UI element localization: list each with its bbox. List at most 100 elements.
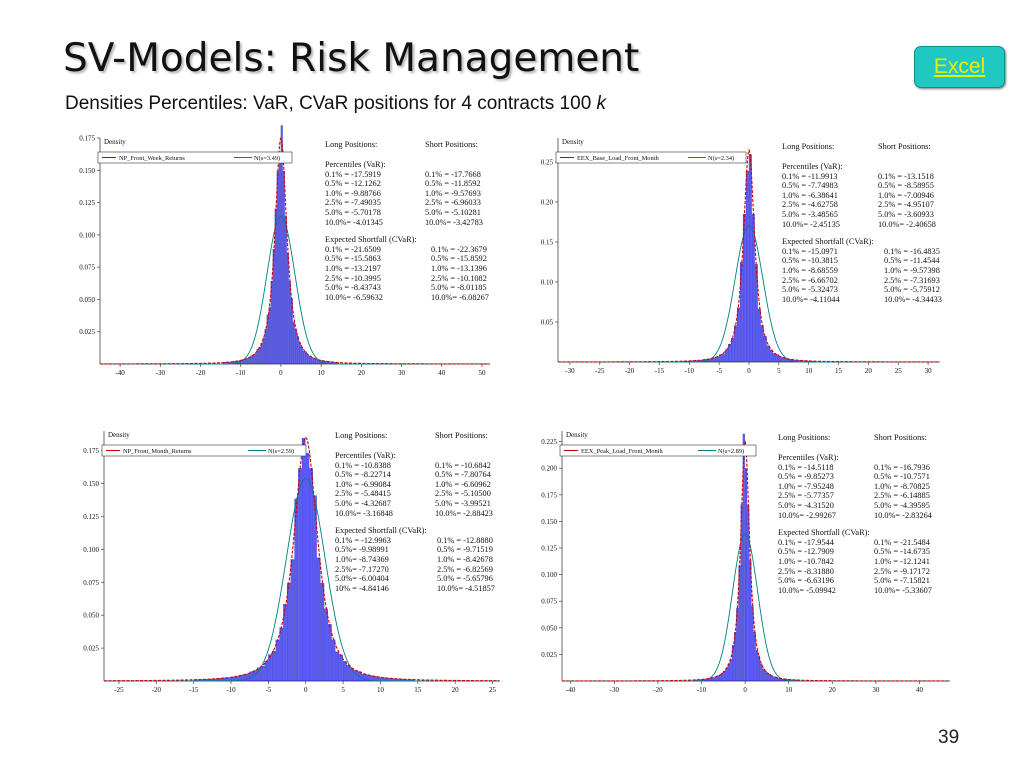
- histogram-bar: [268, 307, 271, 365]
- density-axis-label: Density: [562, 138, 584, 146]
- legend-box: [97, 151, 293, 164]
- cvar-value: 10.0%= -4.34433: [884, 294, 942, 304]
- cvar-value: 5.0% = -5.65796: [437, 574, 493, 584]
- histogram-bar: [342, 661, 347, 682]
- x-tick-label: 20: [358, 369, 366, 377]
- histogram-bar: [298, 342, 301, 365]
- cvar-value: 0.1% = -12.8880: [437, 535, 493, 545]
- spacer: [878, 237, 936, 247]
- histogram-bar: [276, 170, 279, 365]
- histogram-bar: [768, 674, 772, 682]
- var-value: 0.1% = -11.9913: [782, 171, 838, 181]
- density-axis-label: Density: [108, 431, 130, 439]
- page-subtitle: Densities Percentiles: VaR, CVaR positio…: [65, 93, 606, 115]
- var-value: 1.0% = -7.95248: [778, 481, 834, 491]
- histogram-bar: [369, 675, 373, 682]
- histogram-bar: [729, 659, 732, 682]
- histogram-bar: [264, 329, 267, 365]
- cvar-value: 0.5% = -10.3815: [782, 256, 838, 266]
- var-value: 5.0% = -5.10281: [425, 207, 481, 217]
- histogram-bar: [300, 346, 303, 365]
- histogram-bar: [260, 666, 265, 682]
- x-tick-label: -40: [115, 369, 125, 377]
- var-value: 5.0% = -4.39595: [874, 500, 930, 510]
- y-tick-label: 0.050: [83, 612, 99, 620]
- legend-series-label: EEX_Base_Load_Front_Month: [577, 155, 659, 162]
- spacer: [874, 528, 932, 538]
- cvar-value: 0.5% = -14.6735: [874, 547, 930, 557]
- y-tick-label: 0.050: [541, 624, 557, 632]
- density-axis-label: Density: [104, 138, 126, 146]
- spacer: [425, 160, 483, 170]
- histogram-bar: [272, 650, 276, 682]
- histogram-bar: [733, 325, 737, 363]
- var-value: 2.5% = -6.96033: [425, 198, 481, 208]
- histogram-bar: [769, 349, 773, 363]
- x-tick-label: -25: [595, 367, 605, 375]
- empirical-density-line: [562, 439, 950, 682]
- histogram-bar: [252, 354, 255, 365]
- y-tick-label: 0.150: [79, 167, 95, 175]
- short-positions-column: Short Positions: 0.1% = -10.6842 0.5% = -…: [435, 431, 495, 593]
- cvar-value: 1.0% = -12.1241: [874, 556, 930, 566]
- histogram-bar: [758, 655, 761, 682]
- histogram-bar: [754, 264, 758, 363]
- histogram-bar: [346, 665, 351, 682]
- var-value: 10.0%= -3.16848: [335, 508, 393, 518]
- var-value: 0.1% = -13.1518: [878, 171, 934, 181]
- histogram-bar: [742, 214, 746, 363]
- density-axis-label: Density: [566, 431, 588, 439]
- histogram-bar: [757, 308, 761, 363]
- histogram-bar: [266, 314, 269, 365]
- spacer: [425, 235, 483, 245]
- cvar-value: 0.5% = -9.71519: [437, 545, 493, 555]
- cvar-value: 5.0% = -7.15821: [874, 576, 930, 586]
- var-value: 0.1% = -10.8388: [335, 460, 391, 470]
- x-tick-label: 0: [747, 367, 751, 375]
- histogram-bar: [725, 667, 728, 682]
- x-tick-label: 20: [452, 686, 460, 694]
- cvar-value: 1.0% = -8.42678: [437, 554, 493, 564]
- x-tick-label: 15: [414, 686, 422, 694]
- var-value: 2.5% = -6.14885: [874, 491, 930, 501]
- histogram-bar: [294, 329, 297, 365]
- x-tick-label: -30: [156, 369, 166, 377]
- x-tick-label: 0: [279, 369, 283, 377]
- y-tick-label: 0.10: [541, 279, 554, 287]
- var-value: 1.0% = -8.70825: [874, 481, 930, 491]
- cvar-value: 0.5% = -15.5863: [325, 254, 381, 264]
- density-chart: 0.025 0.050 0.075 0.100 0.125 0.150 0.175 0.200…: [541, 431, 950, 694]
- percentiles-heading: Percentiles (VaR):: [778, 453, 839, 462]
- x-tick-label: 10: [318, 369, 326, 377]
- x-tick-label: 5: [341, 686, 345, 694]
- cvar-value: 2.5% = -10.3995: [325, 273, 381, 283]
- histogram-bar: [260, 342, 263, 365]
- x-tick-label: 20: [829, 686, 837, 694]
- var-value: 0.5% = -11.8592: [425, 179, 481, 189]
- chart-legend: NP_Front_Month_Returns N(s=2.59): [101, 444, 307, 457]
- x-tick-label: 30: [925, 367, 933, 375]
- long-positions-heading: Long Positions:: [335, 431, 388, 440]
- y-tick-label: 0.025: [83, 645, 99, 653]
- y-tick-label: 0.100: [541, 571, 557, 579]
- var-value: 5.0% = -4.31520: [778, 500, 834, 510]
- x-tick-label: -20: [196, 369, 206, 377]
- histogram-bar: [288, 281, 291, 365]
- excel-button[interactable]: Excel: [914, 46, 1005, 88]
- x-tick-label: -30: [565, 367, 575, 375]
- histogram-bar: [339, 654, 343, 682]
- excel-link[interactable]: Excel: [933, 55, 986, 78]
- var-value: 2.5% = -4.95107: [878, 200, 934, 210]
- histogram-bar: [766, 345, 770, 363]
- x-tick-label: -10: [697, 686, 707, 694]
- histogram-bar: [308, 356, 311, 365]
- cvar-value: 0.5% = -12.7909: [778, 547, 834, 557]
- histogram-bar: [250, 355, 253, 365]
- var-value: 1.0% = -9.88766: [325, 188, 381, 198]
- var-value: 10.0%= -2.45135: [782, 219, 840, 229]
- density-chart: 0.025 0.050 0.075 0.100 0.125 0.150 0.175 -40 -3…: [79, 125, 490, 377]
- spacer: [435, 451, 493, 461]
- cvar-value: 1.0% = -9.57398: [884, 265, 940, 275]
- cvar-value: 1.0% = -13.2197: [325, 263, 381, 273]
- x-tick-label: -30: [610, 686, 620, 694]
